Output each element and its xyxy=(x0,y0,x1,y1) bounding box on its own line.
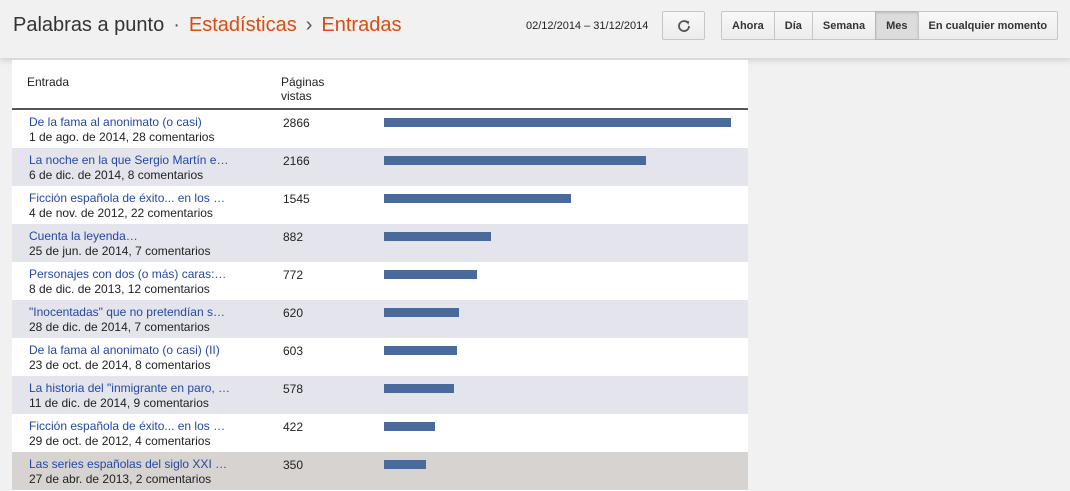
table-row: Ficción española de éxito... en los … 29 … xyxy=(12,414,748,452)
pageviews-bar xyxy=(384,384,454,393)
pageviews-bar xyxy=(384,308,459,317)
entry-meta: 23 de oct. de 2014, 8 comentarios xyxy=(29,358,211,372)
breadcrumb-entries: Entradas xyxy=(321,14,402,36)
pageviews-bar xyxy=(384,156,646,165)
entry-title-link[interactable]: Personajes con dos (o más) caras:… xyxy=(29,267,227,281)
table-row: "Inocentadas" que no pretendían s… 28 de … xyxy=(12,300,748,338)
entry-pageviews: 772 xyxy=(283,268,304,282)
pageviews-bar xyxy=(384,194,571,203)
entry-title-link[interactable]: Ficción española de éxito... en los … xyxy=(29,419,226,433)
table-row: De la fama al anonimato (o casi) (II) 23 … xyxy=(12,338,748,376)
entry-meta: 25 de jun. de 2014, 7 comentarios xyxy=(29,244,211,258)
breadcrumb: Palabras a punto · Estadísticas › Entradas xyxy=(13,14,401,37)
table-row: Las series españolas del siglo XXI … 27 d… xyxy=(12,452,748,490)
breadcrumb-arrow-separator: › xyxy=(305,14,313,36)
entry-title-link[interactable]: De la fama al anonimato (o casi) xyxy=(29,115,202,129)
entry-meta: 4 de nov. de 2012, 22 comentarios xyxy=(29,206,213,220)
entry-meta: 27 de abr. de 2013, 2 comentarios xyxy=(29,472,212,486)
table-row: La historia del "inmigrante en paro, … 11… xyxy=(12,376,748,414)
entry-pageviews: 2166 xyxy=(283,154,310,168)
period-option[interactable]: Semana xyxy=(811,11,877,40)
table-row: Ficción española de éxito... en los … 4 d… xyxy=(12,186,748,224)
entry-pageviews: 1545 xyxy=(283,192,310,206)
pageviews-bar xyxy=(384,118,731,127)
entry-title-link[interactable]: La noche en la que Sergio Martín e… xyxy=(29,153,229,167)
table-row: De la fama al anonimato (o casi) 1 de ago… xyxy=(12,110,748,148)
entry-title-link[interactable]: "Inocentadas" que no pretendían s… xyxy=(29,305,225,319)
table-row: Cuenta la leyenda… 25 de jun. de 2014, 7 … xyxy=(12,224,748,262)
entry-title-link[interactable]: La historia del "inmigrante en paro, … xyxy=(29,381,231,395)
blog-name[interactable]: Palabras a punto xyxy=(13,14,165,36)
entry-pageviews: 578 xyxy=(283,382,304,396)
breadcrumb-statistics[interactable]: Estadísticas xyxy=(188,14,297,36)
period-option[interactable]: Mes xyxy=(875,11,919,40)
refresh-icon xyxy=(677,19,690,32)
entry-pageviews: 2866 xyxy=(283,116,310,130)
entry-pageviews: 603 xyxy=(283,344,304,358)
date-range: 02/12/2014 – 31/12/2014 xyxy=(526,20,649,32)
period-option[interactable]: En cualquier momento xyxy=(917,11,1059,40)
pageviews-bar xyxy=(384,346,457,355)
pageviews-bar xyxy=(384,270,477,279)
entry-pageviews: 422 xyxy=(283,420,304,434)
entry-meta: 28 de dic. de 2014, 7 comentarios xyxy=(29,320,210,334)
entry-meta: 11 de dic. de 2014, 9 comentarios xyxy=(29,396,209,410)
entry-meta: 8 de dic. de 2013, 12 comentarios xyxy=(29,282,210,296)
pageviews-bar xyxy=(384,422,435,431)
entry-pageviews: 350 xyxy=(283,458,304,472)
period-option[interactable]: Ahora xyxy=(721,11,775,40)
period-selector: Ahora Día Semana Mes En cualquier momento xyxy=(721,11,1059,40)
header-bar: Palabras a punto · Estadísticas › Entradas 0… xyxy=(0,0,1070,58)
refresh-button[interactable] xyxy=(662,11,705,40)
entry-title-link[interactable]: De la fama al anonimato (o casi) (II) xyxy=(29,343,220,357)
pageviews-bar xyxy=(384,232,491,241)
table-row: La noche en la que Sergio Martín e… 6 de … xyxy=(12,148,748,186)
entry-meta: 1 de ago. de 2014, 28 comentarios xyxy=(29,130,215,144)
pageviews-bar xyxy=(384,460,426,469)
column-header-entry[interactable]: Entrada xyxy=(27,75,70,89)
breadcrumb-dot-separator: · xyxy=(173,14,180,36)
column-header-pageviews[interactable]: Páginas vistas xyxy=(281,75,325,103)
table-body: De la fama al anonimato (o casi) 1 de ago… xyxy=(12,110,748,490)
table-header: Entrada Páginas vistas xyxy=(12,72,748,110)
period-option[interactable]: Día xyxy=(773,11,813,40)
entry-title-link[interactable]: Ficción española de éxito... en los … xyxy=(29,191,226,205)
entry-title-link[interactable]: Las series españolas del siglo XXI … xyxy=(29,457,228,471)
entry-title-link[interactable]: Cuenta la leyenda… xyxy=(29,229,138,243)
entry-pageviews: 882 xyxy=(283,230,304,244)
entries-table: Entrada Páginas vistas De la fama al ano… xyxy=(12,60,748,491)
table-row: Personajes con dos (o más) caras:… 8 de d… xyxy=(12,262,748,300)
entry-meta: 6 de dic. de 2014, 8 comentarios xyxy=(29,168,204,182)
entry-pageviews: 620 xyxy=(283,306,304,320)
entry-meta: 29 de oct. de 2012, 4 comentarios xyxy=(29,434,211,448)
